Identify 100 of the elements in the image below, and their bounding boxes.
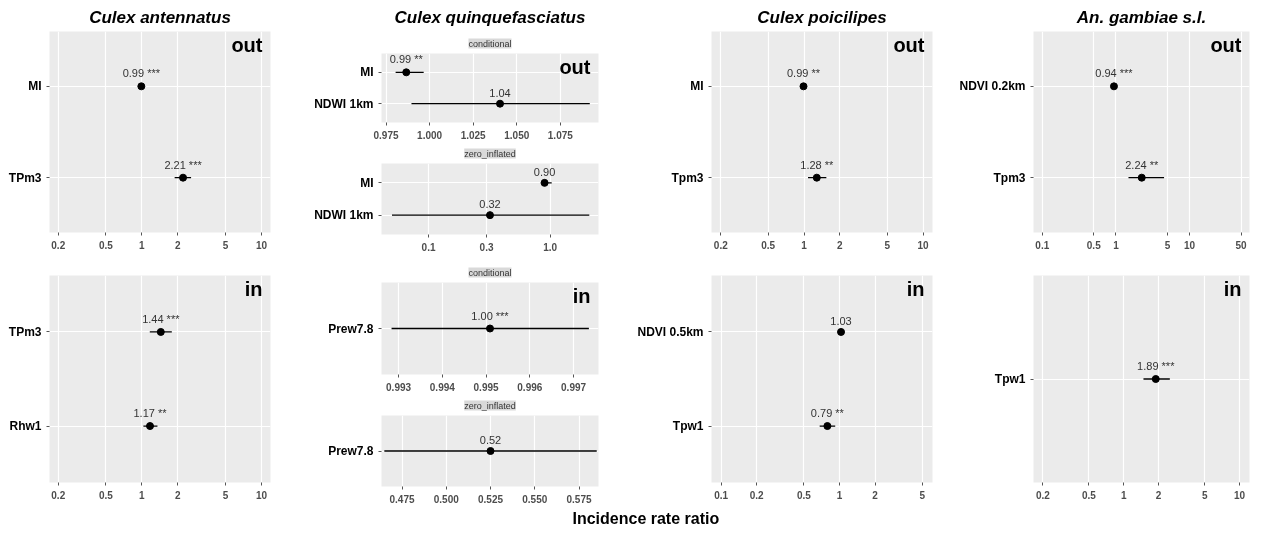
x-tick-label: 0.5 [98, 239, 114, 251]
x-tick-label: 2 [1155, 489, 1162, 501]
x-tick-label: 10 [1233, 489, 1246, 501]
x-tick-label: 0.2 [713, 239, 729, 251]
x-tick-label: 50 [1235, 239, 1248, 251]
x-tick-label: 0.5 [1081, 489, 1097, 501]
data-label: 1.28 ** [800, 158, 835, 171]
x-tick-label: 2 [872, 489, 879, 501]
data-label: 1.00 *** [471, 309, 510, 322]
x-tick-label: 0.2 [51, 489, 66, 501]
y-tick-label: Tpw1 [672, 419, 704, 434]
x-tick-label: 1.050 [504, 129, 530, 141]
y-tick-label: Tpm3 [993, 170, 1026, 185]
x-tick-label: 0.997 [561, 381, 587, 393]
chart-subtitle: zero_inflated [464, 148, 516, 159]
annotation: out [893, 33, 925, 56]
y-tick-label: Prew7.8 [328, 321, 374, 336]
x-tick-label: 5 [1201, 489, 1208, 501]
x-tick-label: 0.550 [522, 493, 548, 505]
x-tick-label: 1.075 [547, 129, 574, 141]
data-label: 0.99 *** [122, 67, 161, 80]
y-tick-label: Prew7.8 [328, 444, 374, 458]
data-label: 1.89 *** [1137, 360, 1176, 372]
data-label: 0.79 ** [810, 407, 845, 420]
x-tick-label: 1 [836, 489, 843, 501]
y-tick-label: TPm3 [8, 170, 42, 185]
data-label: 0.99 ** [787, 67, 821, 80]
x-tick-label: 2 [175, 489, 182, 501]
x-tick-label: 1.000 [417, 129, 443, 141]
annotation: out [231, 33, 263, 56]
x-tick-label: 0.5 [1086, 239, 1102, 251]
y-tick-label: TPm3 [8, 324, 42, 339]
x-tick-label: 0.1 [714, 489, 729, 501]
annotation: in [906, 277, 925, 300]
x-tick-label: 0.2 [51, 239, 66, 251]
x-tick-label: 0.475 [389, 493, 415, 505]
chart-subtitle: zero_inflated [464, 400, 516, 411]
annotation: in [572, 284, 591, 307]
y-tick-label: MI [690, 79, 704, 94]
x-tick-label: 1 [139, 239, 146, 251]
x-tick-label: 0.975 [373, 129, 399, 141]
chart-subtitle: conditional [468, 38, 512, 49]
x-tick-label: 5 [919, 489, 926, 501]
chart-title: Culex poicilipes [757, 7, 887, 27]
x-tick-label: 10 [255, 489, 268, 501]
chart-title: Culex antennatus [89, 7, 231, 27]
x-tick-label: 2 [175, 239, 182, 251]
y-tick-label: NDWI 1km [314, 96, 374, 111]
x-tick-label: 0.996 [517, 381, 543, 393]
x-tick-label: 0.2 [1035, 489, 1051, 501]
data-label: 0.99 ** [389, 53, 424, 66]
x-tick-label: 0.525 [478, 493, 504, 505]
x-tick-label: 0.2 [749, 489, 765, 501]
x-tick-label: 10 [1184, 239, 1196, 251]
y-tick-label: Tpw1 [994, 372, 1026, 386]
x-tick-label: 1 [1113, 239, 1120, 251]
y-tick-label: MI [360, 65, 374, 80]
data-label: 1.44 *** [142, 312, 181, 325]
x-tick-label: 5 [884, 239, 891, 251]
x-tick-label: 0.995 [473, 381, 500, 393]
x-tick-label: 10 [255, 239, 268, 251]
x-tick-label: 0.500 [433, 493, 460, 505]
y-tick-label: NDVI 0.2km [959, 79, 1026, 94]
x-tick-label: 5 [222, 239, 229, 251]
y-tick-label: MI [28, 79, 42, 94]
x-tick-label: 1.0 [543, 241, 558, 253]
x-tick-label: 0.994 [429, 381, 456, 393]
data-label: 0.32 [479, 198, 501, 211]
x-tick-label: 0.5 [796, 489, 812, 501]
text: in [1223, 277, 1242, 300]
x-tick-label: 0.5 [761, 239, 776, 251]
x-tick-label: 0.1 [421, 241, 436, 253]
data-label: 2.21 *** [164, 158, 203, 171]
x-tick-label: 10 [917, 239, 930, 251]
annotation: out [1210, 33, 1242, 56]
y-tick-label: NDWI 1km [314, 208, 374, 223]
x-tick-label: 0.1 [1035, 239, 1050, 251]
data-label: 2.24 ** [1125, 158, 1159, 171]
x-tick-label: 1.025 [460, 129, 487, 141]
data-label: 0.52 [479, 434, 502, 446]
y-tick-label: NDVI 0.5km [637, 324, 704, 339]
x-tick-label: 1 [801, 239, 808, 251]
y-tick-label: Rhw1 [9, 419, 42, 434]
x-tick-label: 0.575 [566, 493, 592, 505]
x-axis-title: Incidence rate ratio [572, 510, 720, 527]
x-tick-label: 5 [1164, 239, 1171, 251]
x-tick-label: 5 [222, 489, 229, 501]
x-tick-label: 0.5 [98, 489, 114, 501]
y-tick-label: MI [360, 175, 374, 190]
chart-title: Culex quinquefasciatus [394, 7, 586, 27]
annotation: in [244, 277, 263, 300]
data-label: 1.04 [489, 86, 511, 99]
x-tick-label: 1 [139, 489, 146, 501]
x-tick-label: 2 [837, 239, 844, 251]
annotation: out [559, 55, 591, 78]
data-label: 0.94 *** [1095, 67, 1134, 80]
data-label: 1.03 [830, 314, 852, 327]
chart-subtitle: conditional [468, 267, 512, 278]
y-tick-label: Tpm3 [671, 170, 704, 185]
x-tick-label: 1 [1120, 489, 1127, 501]
